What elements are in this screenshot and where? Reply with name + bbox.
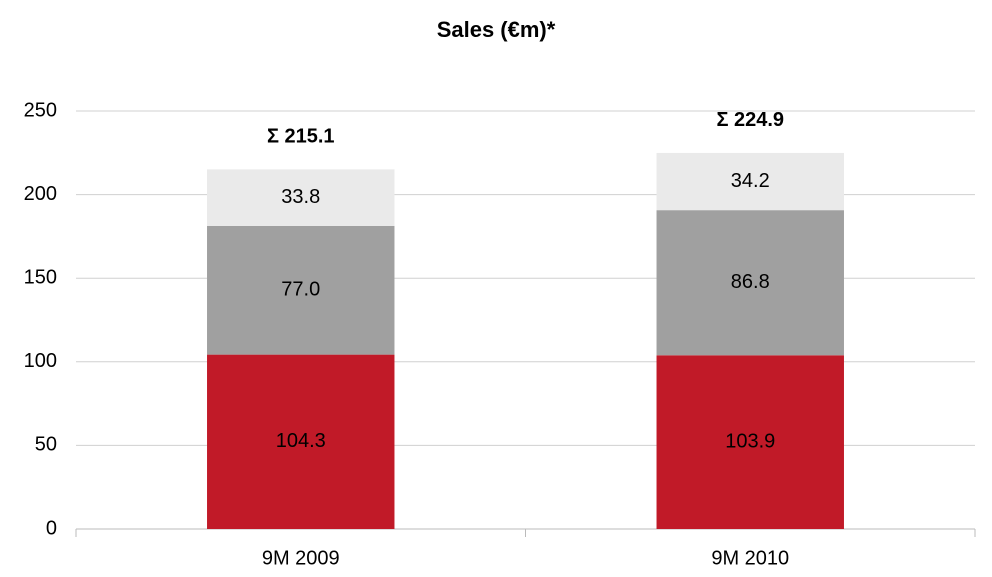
x-tick-label: 9M 2009: [262, 547, 340, 569]
data-label: 103.9: [725, 430, 775, 452]
data-label: 104.3: [276, 430, 326, 452]
total-label: Σ 215.1: [267, 126, 335, 148]
data-label: 34.2: [731, 170, 770, 192]
bar-segment: [656, 152, 844, 211]
data-label: 86.8: [731, 271, 770, 293]
bar-segment: [207, 225, 395, 355]
bar-segment: [656, 355, 844, 529]
data-label: 33.8: [281, 186, 320, 208]
x-tick-label: 9M 2010: [711, 547, 789, 569]
y-tick-label: 200: [24, 183, 57, 205]
y-tick-label: 250: [24, 99, 57, 121]
y-tick-label: 100: [24, 350, 57, 372]
total-label: Σ 224.9: [716, 109, 784, 131]
chart-title: Sales (€m)*: [437, 17, 556, 42]
y-tick-label: 50: [35, 434, 57, 456]
y-tick-label: 0: [46, 517, 57, 539]
bar-segment: [207, 169, 395, 226]
data-label: 77.0: [281, 279, 320, 301]
bar-segment: [656, 210, 844, 356]
y-tick-label: 150: [24, 266, 57, 288]
bar-segment: [207, 354, 395, 529]
